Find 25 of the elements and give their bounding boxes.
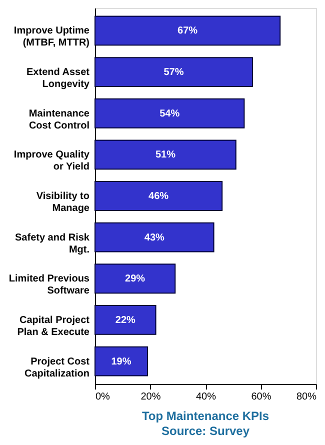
y-tick-label: Capital Project Plan & Execute	[17, 314, 90, 338]
y-tick-label: Limited Previous Software	[8, 274, 90, 297]
text: Top Maintenance KPIs	[142, 409, 270, 423]
data-label: 46%	[148, 191, 169, 202]
y-tick-label: Improve Quality or Yield	[14, 150, 90, 173]
y-tick-label: Improve Uptime (MTBF, MTTR)	[14, 26, 90, 49]
x-tick-label: 60%	[251, 392, 272, 402]
data-label: 43%	[144, 232, 165, 244]
x-tick-label: 20%	[140, 392, 161, 402]
x-tick-label: 0%	[96, 392, 110, 402]
y-tick-label: Project Cost Capitalization	[24, 356, 90, 380]
data-label: 54%	[160, 108, 180, 120]
data-label: 19%	[111, 356, 132, 368]
y-tick-label: Extend Asset Longevity	[26, 67, 90, 90]
data-label: 29%	[125, 274, 146, 285]
data-label: 67%	[178, 26, 198, 37]
data-label: 51%	[155, 150, 176, 161]
data-label: 57%	[164, 67, 184, 78]
x-tick-label: 80%	[296, 392, 317, 402]
y-tick-label: Maintenance Cost Control	[28, 108, 90, 132]
y-tick-label: Safety and Risk Mgt.	[15, 232, 90, 256]
source-note: Source: Survey	[161, 424, 250, 438]
x-tick-label: 40%	[196, 392, 216, 402]
data-label: 22%	[115, 314, 136, 326]
y-tick-label: Visibility to Manage	[36, 191, 90, 214]
